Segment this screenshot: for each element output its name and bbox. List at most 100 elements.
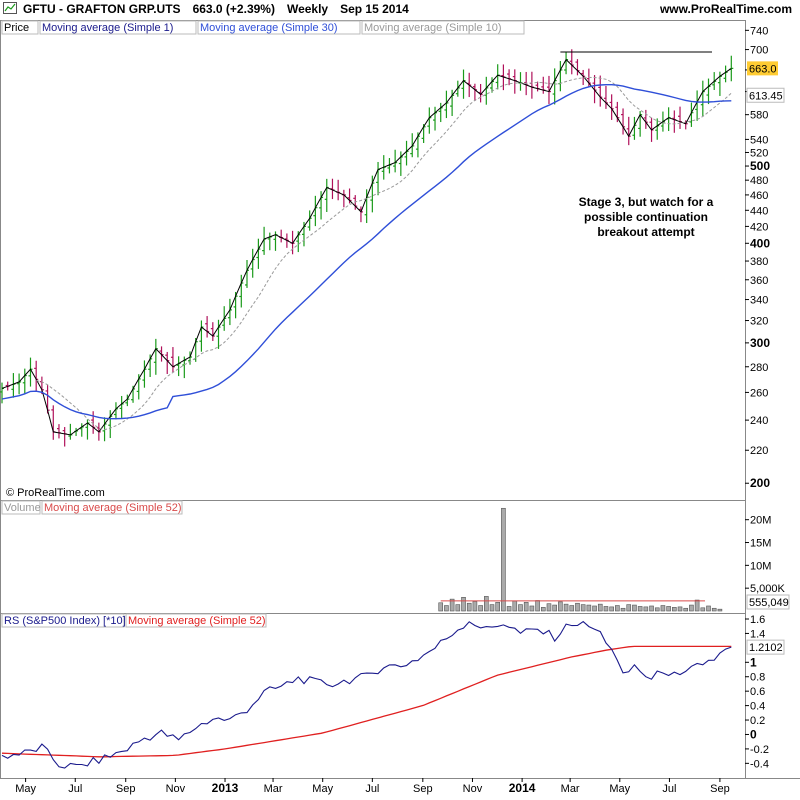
price-tick-label: 220 bbox=[750, 445, 768, 457]
rs-panel: -0.4 -0.2 00.2 0.4 0.6 0.8 1 1.4 1.6 1.2102 RS (S&… bbox=[1, 613, 785, 770]
legend-box bbox=[125, 613, 267, 628]
legend-box bbox=[197, 20, 361, 35]
price-tick-label: 400 bbox=[750, 236, 770, 250]
annotation-line-2: possible continuation bbox=[584, 210, 708, 224]
price-bar bbox=[569, 49, 574, 75]
volume-bar bbox=[438, 602, 444, 612]
volume-bar bbox=[717, 608, 723, 612]
x-tick-label: Sep bbox=[413, 783, 433, 795]
price-bar bbox=[626, 116, 631, 146]
rs-tick-label: -0.2 bbox=[750, 744, 769, 756]
price-tick-label: 240 bbox=[750, 415, 768, 427]
price-bar bbox=[170, 347, 175, 373]
volume-bar bbox=[495, 602, 500, 612]
price-bar bbox=[461, 69, 466, 99]
x-tick-label: Jul bbox=[662, 783, 676, 795]
price-bar bbox=[598, 75, 603, 107]
price-tick-label: 380 bbox=[750, 256, 768, 268]
volume-ma-tag-bg bbox=[746, 594, 790, 610]
volume-tick-label: 15M bbox=[750, 538, 771, 550]
volume-bar bbox=[455, 604, 461, 612]
volume-bar bbox=[580, 604, 586, 612]
legend-item: Moving average (Simple 1) bbox=[42, 22, 173, 34]
website-link[interactable]: www.ProRealTime.com bbox=[659, 2, 792, 16]
volume-bar bbox=[626, 604, 632, 612]
price-bar bbox=[558, 61, 563, 92]
volume-bar bbox=[677, 606, 683, 612]
price-tick-label: 200 bbox=[750, 476, 770, 490]
volume-bar bbox=[672, 607, 677, 612]
volume-bar bbox=[484, 596, 489, 612]
price-bar bbox=[535, 81, 540, 92]
price-bar bbox=[621, 108, 626, 135]
price-bar bbox=[142, 360, 147, 388]
volume-bar bbox=[711, 607, 717, 612]
price-bar bbox=[22, 368, 27, 394]
volume-bar bbox=[569, 605, 575, 612]
ma30-tag: 613.45 bbox=[749, 90, 783, 102]
rs-tick-label: 0 bbox=[750, 727, 757, 741]
price-bar bbox=[176, 356, 181, 377]
volume-panel: 5,000K 10M 15M 20M 555,049 Volume Moving avera… bbox=[1, 500, 790, 612]
legend-box bbox=[1, 500, 41, 515]
legend-box bbox=[39, 20, 197, 35]
volume-bar bbox=[694, 599, 700, 612]
rs-line bbox=[1, 620, 732, 769]
price-bar bbox=[472, 83, 477, 101]
x-tick-label: Jul bbox=[365, 783, 379, 795]
volume-bar bbox=[472, 601, 478, 612]
price-bar bbox=[250, 248, 255, 278]
price-tick-label: 300 bbox=[750, 336, 770, 350]
volume-tick-label: 10M bbox=[750, 560, 771, 572]
x-tick-label: Sep bbox=[710, 783, 730, 795]
volume-bar bbox=[478, 605, 483, 612]
period: Weekly bbox=[286, 2, 329, 16]
x-tick-label: May bbox=[609, 783, 630, 795]
volume-bar bbox=[666, 606, 671, 612]
rs-tick-label: -0.4 bbox=[750, 758, 769, 770]
legend-box bbox=[41, 500, 183, 515]
price-tick-label: 540 bbox=[750, 134, 768, 146]
last-price-tag-bg bbox=[747, 61, 778, 76]
price-tick-label: 260 bbox=[750, 387, 768, 399]
x-tick-label: Mar bbox=[264, 783, 283, 795]
panel-frames bbox=[0, 20, 800, 779]
price-bar bbox=[678, 106, 683, 129]
price-bar bbox=[267, 232, 272, 251]
price-bar bbox=[165, 351, 170, 374]
price-tick-label: 500 bbox=[750, 159, 770, 173]
price-bar bbox=[68, 423, 73, 440]
volume-bar bbox=[444, 605, 449, 612]
price-bar bbox=[706, 78, 711, 105]
rs-tick-label: 1.6 bbox=[750, 614, 765, 626]
x-tick-label: Nov bbox=[463, 783, 483, 795]
volume-bar bbox=[523, 602, 529, 612]
volume-bar bbox=[586, 604, 592, 612]
legend-item: RS (S&P500 Index) [*10] bbox=[4, 615, 126, 627]
volume-bar bbox=[501, 507, 506, 612]
price-bar bbox=[11, 373, 16, 398]
volume-bar bbox=[489, 604, 495, 612]
price-bar bbox=[79, 423, 84, 437]
price-tick-label: 460 bbox=[750, 190, 768, 202]
x-tick-label: 2013 bbox=[212, 781, 239, 795]
price-bar bbox=[199, 320, 204, 352]
volume-tick-label: 5,000K bbox=[750, 583, 786, 595]
rs-tick-label: 1.4 bbox=[750, 628, 765, 640]
price-bar bbox=[62, 427, 67, 447]
price-bar bbox=[370, 175, 375, 213]
volume-bar bbox=[620, 607, 626, 612]
price-tick-label: 700 bbox=[750, 45, 768, 57]
volume-bar bbox=[637, 606, 643, 612]
price-bar bbox=[210, 322, 215, 341]
rs-ma-line bbox=[1, 645, 732, 758]
price-bar bbox=[575, 59, 580, 76]
rs-tag-bg bbox=[746, 639, 785, 655]
price-bar bbox=[376, 161, 381, 196]
volume-legend: Volume Moving average (Simple 52) bbox=[1, 500, 183, 515]
volume-tick-label: 20M bbox=[750, 515, 771, 527]
x-tick-label: Mar bbox=[561, 783, 580, 795]
volume-bar bbox=[512, 600, 518, 612]
price-tick-label: 740 bbox=[750, 25, 768, 37]
